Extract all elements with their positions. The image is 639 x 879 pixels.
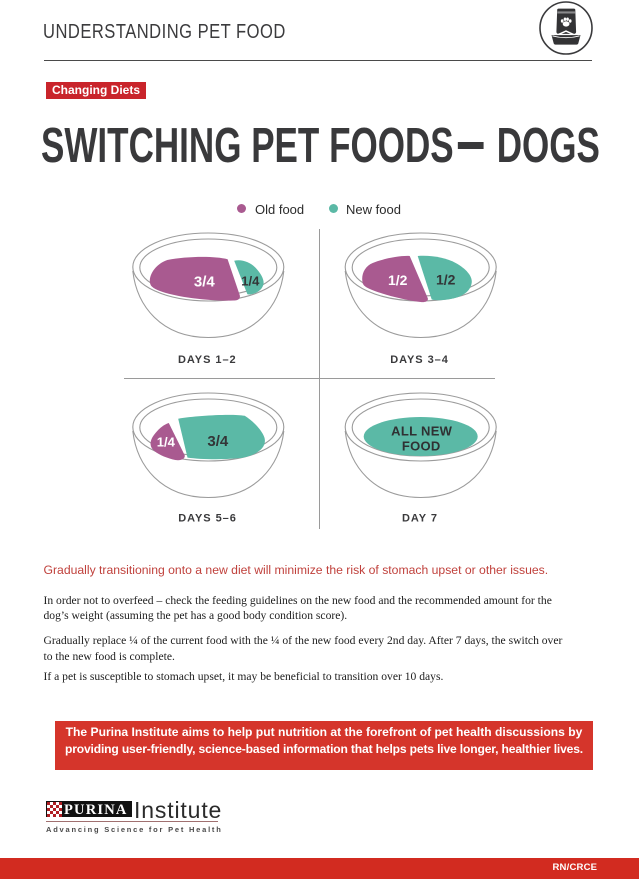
svg-text:3/4: 3/4 — [194, 274, 216, 291]
svg-text:3/4: 3/4 — [207, 433, 229, 450]
svg-text:1/4: 1/4 — [157, 435, 176, 450]
svg-text:1/4: 1/4 — [241, 274, 260, 289]
svg-text:DAYS 5–6: DAYS 5–6 — [178, 513, 237, 525]
svg-text:1/2: 1/2 — [388, 272, 408, 288]
svg-text:ALL NEW: ALL NEW — [391, 424, 453, 439]
svg-text:FOOD: FOOD — [402, 439, 441, 454]
svg-text:DAY 7: DAY 7 — [402, 513, 438, 525]
svg-text:1/2: 1/2 — [436, 272, 456, 288]
svg-text:DAYS 3–4: DAYS 3–4 — [390, 354, 449, 366]
svg-text:DAYS 1–2: DAYS 1–2 — [178, 354, 237, 366]
